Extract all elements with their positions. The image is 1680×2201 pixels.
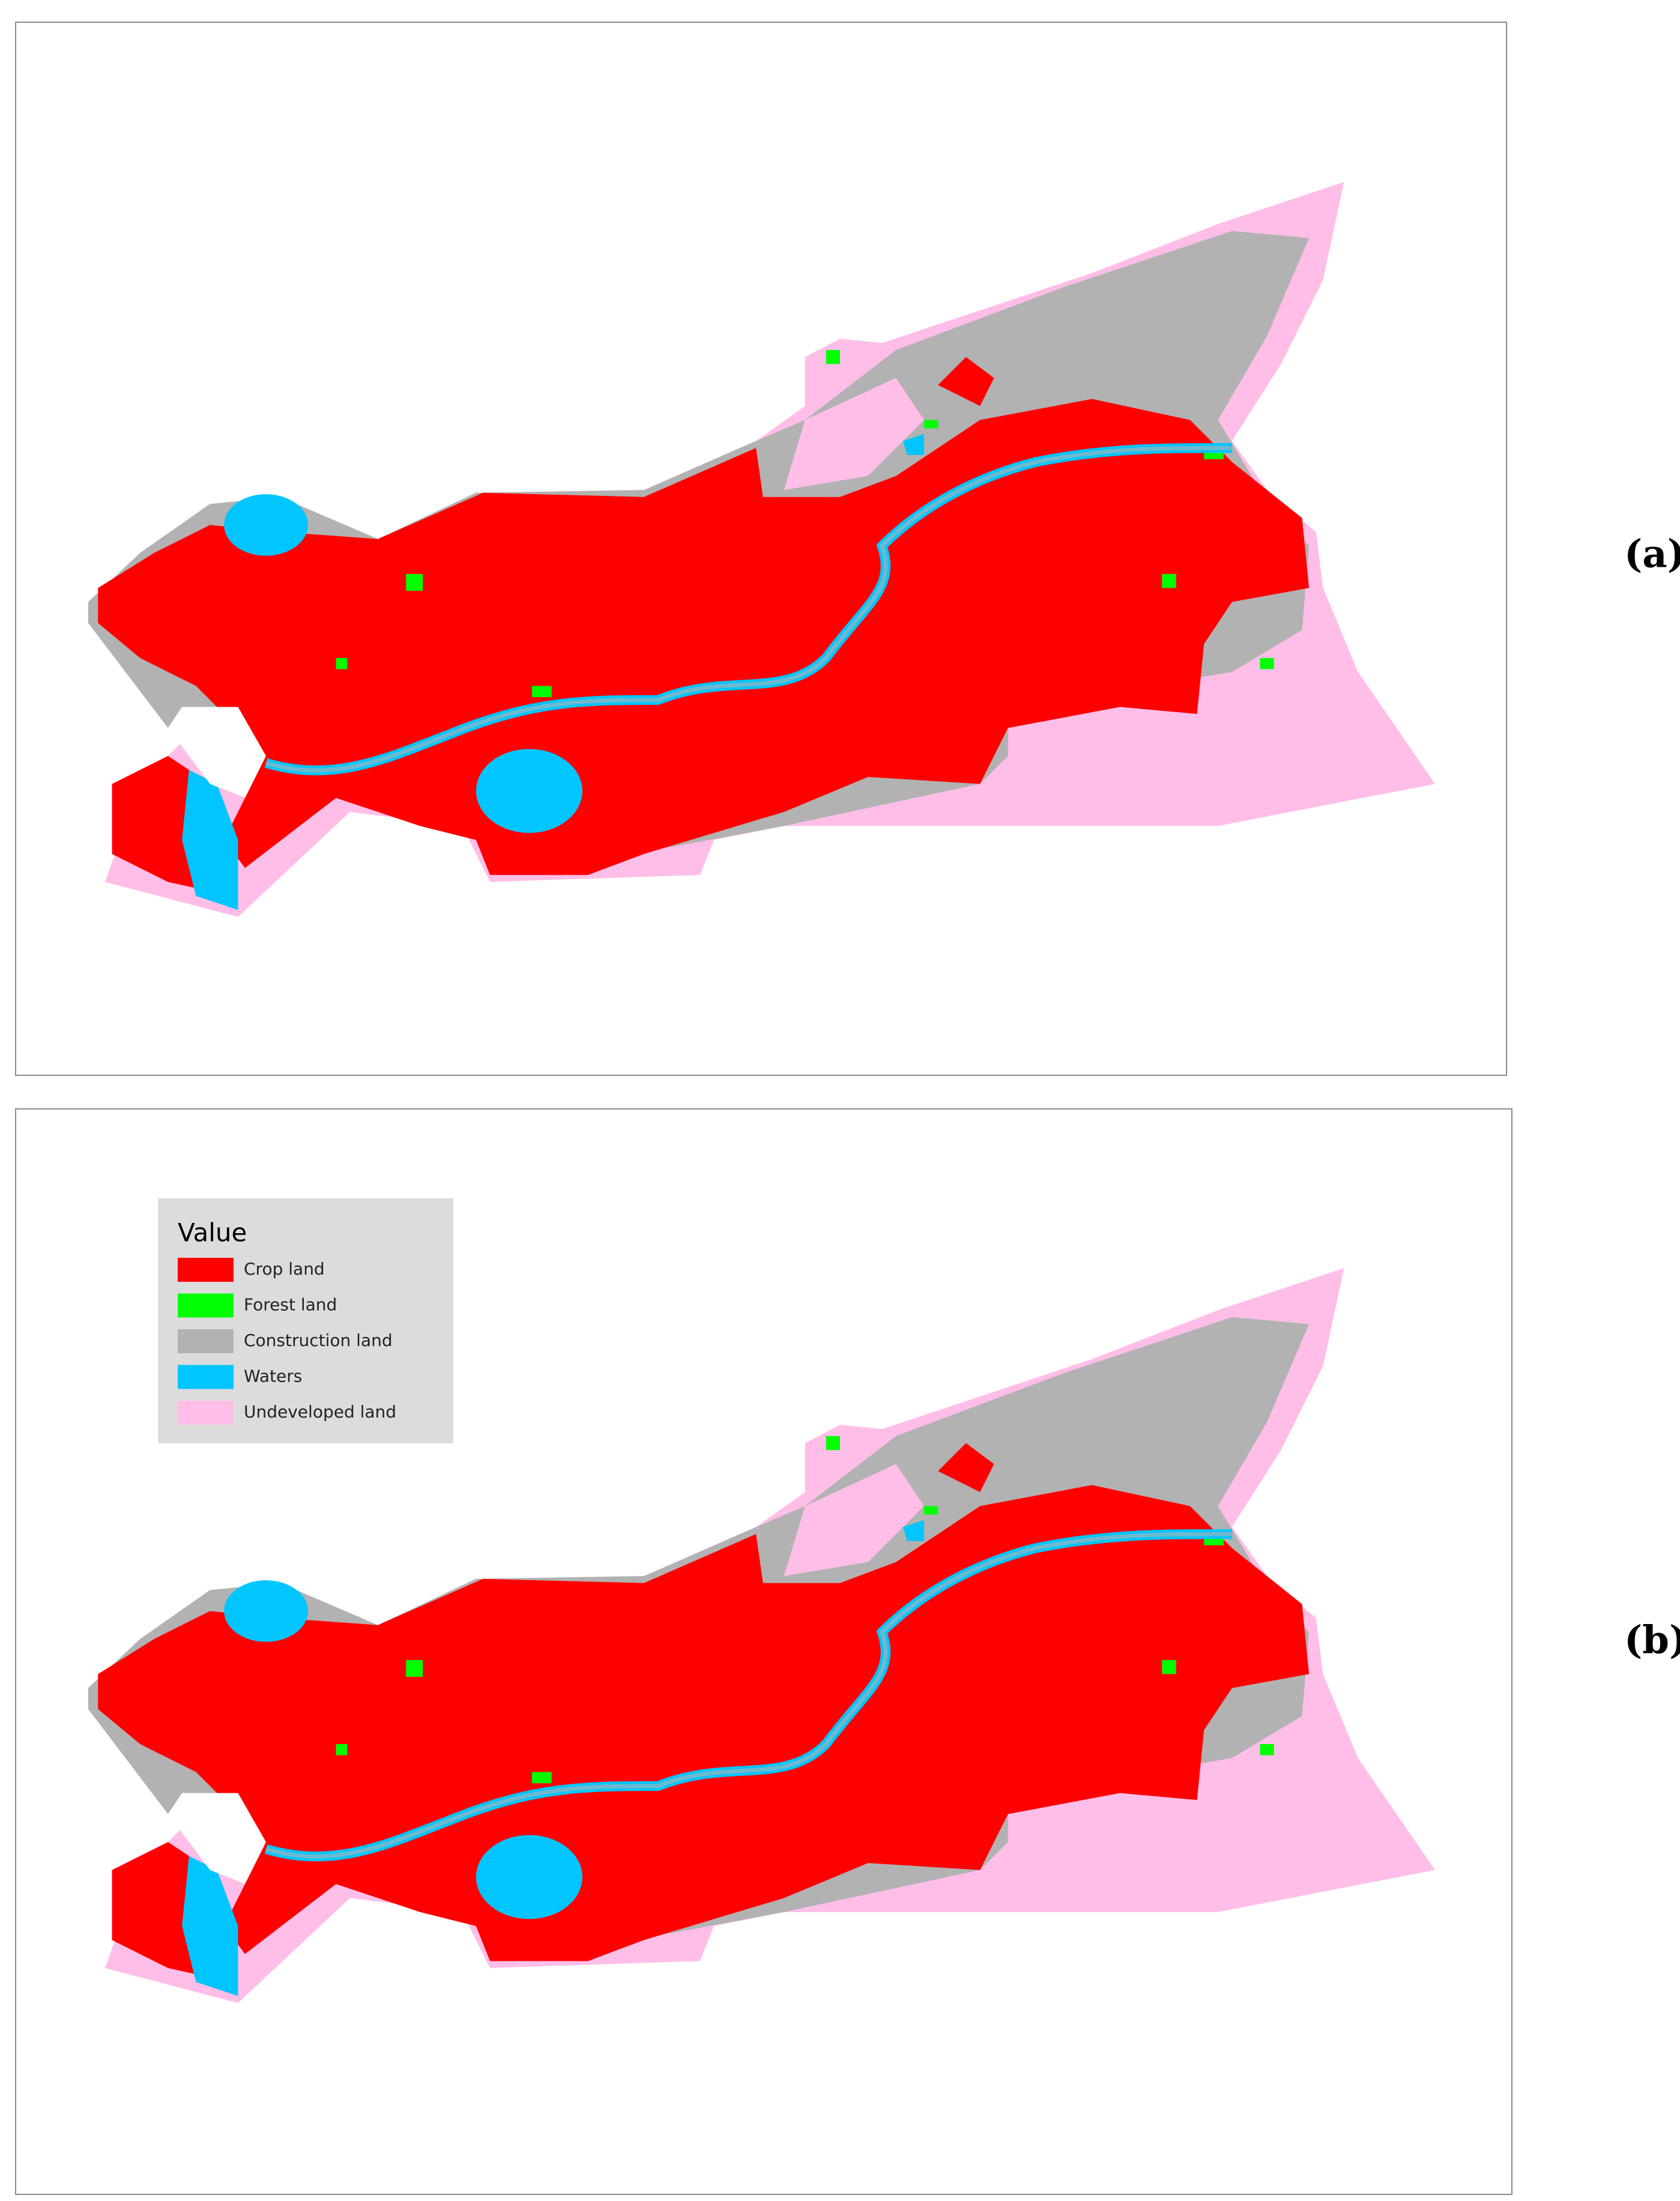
panel-label: (b)	[1624, 1618, 1680, 1663]
legend-label: Crop land	[244, 1259, 325, 1279]
panel-label: (a)	[1624, 532, 1680, 577]
legend-label: Construction land	[244, 1330, 393, 1350]
legend-swatch	[178, 1365, 234, 1389]
legend-swatch	[178, 1401, 234, 1425]
legend: Value Crop land Forest land Construction l…	[158, 1198, 453, 1443]
legend-swatch	[178, 1293, 234, 1318]
legend-swatch	[178, 1258, 234, 1282]
legend-swatch	[178, 1329, 234, 1353]
legend-label: Forest land	[244, 1295, 337, 1315]
legend-label: Waters	[244, 1366, 302, 1386]
legend-title: Value	[178, 1218, 247, 1248]
legend-label: Undeveloped land	[244, 1402, 396, 1422]
